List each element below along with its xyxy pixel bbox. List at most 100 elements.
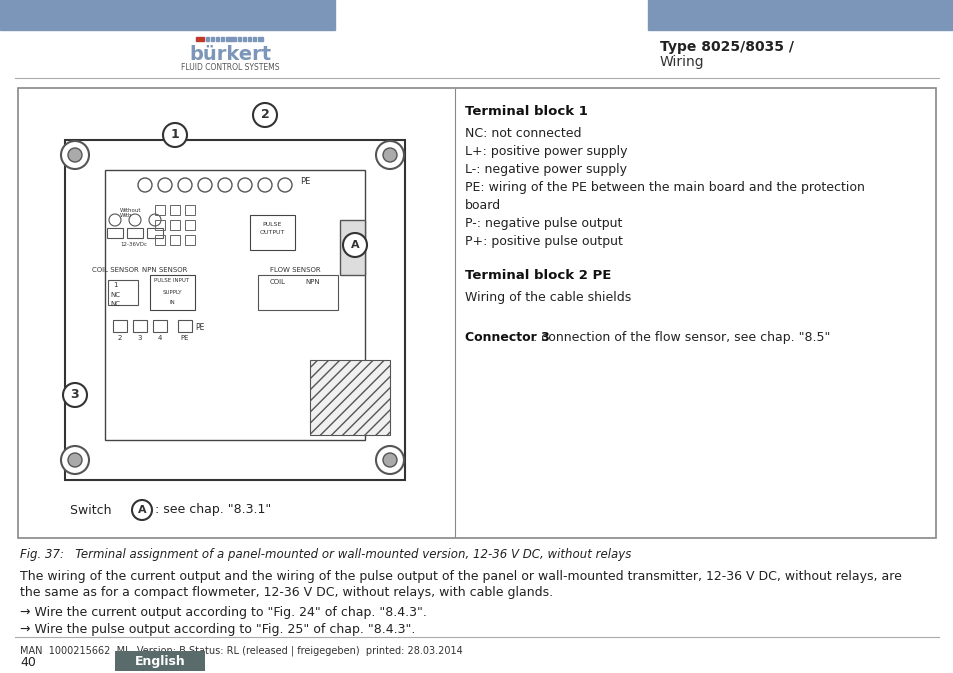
Text: English: English bbox=[134, 655, 185, 668]
Circle shape bbox=[68, 453, 82, 467]
Text: NPN SENSOR: NPN SENSOR bbox=[142, 267, 188, 273]
Text: L+: positive power supply: L+: positive power supply bbox=[464, 145, 627, 158]
Text: Type 8025/8035 /: Type 8025/8035 / bbox=[659, 40, 793, 54]
Bar bbox=[221, 37, 224, 41]
Circle shape bbox=[132, 500, 152, 520]
Text: FLOW SENSOR: FLOW SENSOR bbox=[270, 267, 320, 273]
Text: NC: NC bbox=[110, 301, 120, 307]
Text: Terminal block 2 PE: Terminal block 2 PE bbox=[464, 269, 611, 282]
Circle shape bbox=[375, 446, 403, 474]
Circle shape bbox=[253, 103, 276, 127]
Bar bbox=[170, 205, 180, 215]
Text: → Wire the current output according to "Fig. 24" of chap. "8.4.3".: → Wire the current output according to "… bbox=[20, 606, 426, 619]
Text: A: A bbox=[351, 240, 359, 250]
Text: : see chap. "8.3.1": : see chap. "8.3.1" bbox=[154, 503, 271, 516]
Text: the same as for a compact flowmeter, 12-36 V DC, without relays, with cable glan: the same as for a compact flowmeter, 12-… bbox=[20, 586, 553, 599]
Text: Without
With: Without With bbox=[120, 207, 141, 219]
Circle shape bbox=[63, 383, 87, 407]
Bar bbox=[105, 170, 365, 440]
Bar bbox=[115, 651, 205, 671]
Bar bbox=[185, 235, 194, 245]
Bar bbox=[206, 37, 209, 41]
Bar bbox=[112, 320, 127, 332]
Bar bbox=[185, 220, 194, 230]
Bar bbox=[226, 37, 235, 41]
Circle shape bbox=[343, 233, 367, 257]
Bar bbox=[108, 280, 138, 305]
Text: 4: 4 bbox=[157, 335, 162, 341]
Bar bbox=[65, 140, 405, 480]
Bar bbox=[237, 37, 241, 41]
Bar bbox=[178, 320, 192, 332]
Bar bbox=[253, 37, 255, 41]
Text: PULSE INPUT: PULSE INPUT bbox=[154, 279, 190, 283]
Text: 40: 40 bbox=[20, 656, 36, 669]
Text: PE: wiring of the PE between the main board and the protection: PE: wiring of the PE between the main bo… bbox=[464, 181, 864, 194]
Text: Connector 3: Connector 3 bbox=[464, 331, 549, 344]
Text: : connection of the flow sensor, see chap. "8.5": : connection of the flow sensor, see cha… bbox=[533, 331, 829, 344]
Bar bbox=[152, 320, 167, 332]
Bar bbox=[185, 205, 194, 215]
Text: P+: positive pulse output: P+: positive pulse output bbox=[464, 235, 622, 248]
Circle shape bbox=[375, 141, 403, 169]
Bar bbox=[647, 0, 953, 30]
Circle shape bbox=[382, 453, 396, 467]
Text: 3: 3 bbox=[137, 335, 142, 341]
Text: MAN  1000215662  ML  Version: B Status: RL (released | freigegeben)  printed: 28: MAN 1000215662 ML Version: B Status: RL … bbox=[20, 645, 462, 656]
Circle shape bbox=[61, 446, 89, 474]
Bar bbox=[147, 228, 163, 238]
Text: Wiring: Wiring bbox=[659, 55, 704, 69]
Text: 2: 2 bbox=[260, 108, 269, 122]
Text: Terminal block 1: Terminal block 1 bbox=[464, 105, 587, 118]
Bar bbox=[257, 37, 263, 41]
Text: IN: IN bbox=[169, 301, 174, 306]
Circle shape bbox=[68, 148, 82, 162]
Bar bbox=[339, 220, 365, 275]
Text: PE: PE bbox=[195, 324, 205, 332]
Text: 3: 3 bbox=[71, 388, 79, 402]
Text: P-: negative pulse output: P-: negative pulse output bbox=[464, 217, 621, 230]
Text: → Wire the pulse output according to "Fig. 25" of chap. "8.4.3".: → Wire the pulse output according to "Fi… bbox=[20, 623, 415, 636]
Bar bbox=[154, 220, 165, 230]
Text: A: A bbox=[137, 505, 146, 515]
Text: COIL SENSOR: COIL SENSOR bbox=[91, 267, 138, 273]
Bar bbox=[243, 37, 246, 41]
Bar bbox=[195, 37, 204, 41]
Circle shape bbox=[163, 123, 187, 147]
Text: NC: NC bbox=[110, 292, 120, 298]
Bar bbox=[257, 275, 337, 310]
Circle shape bbox=[61, 141, 89, 169]
Bar bbox=[127, 228, 143, 238]
Bar bbox=[18, 88, 935, 538]
Bar bbox=[211, 37, 213, 41]
Text: COIL: COIL bbox=[270, 279, 286, 285]
Bar bbox=[248, 37, 251, 41]
Bar bbox=[170, 235, 180, 245]
Bar bbox=[215, 37, 219, 41]
Bar bbox=[107, 228, 123, 238]
Text: FLUID CONTROL SYSTEMS: FLUID CONTROL SYSTEMS bbox=[180, 63, 279, 73]
Text: 2: 2 bbox=[117, 335, 122, 341]
Text: bürkert: bürkert bbox=[189, 46, 271, 65]
Text: SUPPLY: SUPPLY bbox=[162, 291, 182, 295]
Bar bbox=[150, 275, 194, 310]
Text: PE: PE bbox=[299, 178, 310, 186]
Text: NC: not connected: NC: not connected bbox=[464, 127, 581, 140]
Text: 12-36VDc: 12-36VDc bbox=[120, 242, 147, 248]
Text: PE: PE bbox=[180, 335, 189, 341]
Text: Wiring of the cable shields: Wiring of the cable shields bbox=[464, 291, 631, 304]
Bar bbox=[132, 320, 147, 332]
Bar bbox=[154, 205, 165, 215]
Text: PULSE: PULSE bbox=[262, 223, 281, 227]
Bar bbox=[154, 235, 165, 245]
Text: Switch: Switch bbox=[70, 503, 115, 516]
Text: OUTPUT: OUTPUT bbox=[259, 230, 284, 236]
Bar bbox=[170, 220, 180, 230]
Text: 1: 1 bbox=[171, 129, 179, 141]
Text: board: board bbox=[464, 199, 500, 212]
Bar bbox=[310, 360, 390, 435]
Text: 1: 1 bbox=[112, 282, 117, 288]
Text: Fig. 37:   Terminal assignment of a panel-mounted or wall-mounted version, 12-36: Fig. 37: Terminal assignment of a panel-… bbox=[20, 548, 631, 561]
Text: L-: negative power supply: L-: negative power supply bbox=[464, 163, 626, 176]
Text: NPN: NPN bbox=[305, 279, 319, 285]
